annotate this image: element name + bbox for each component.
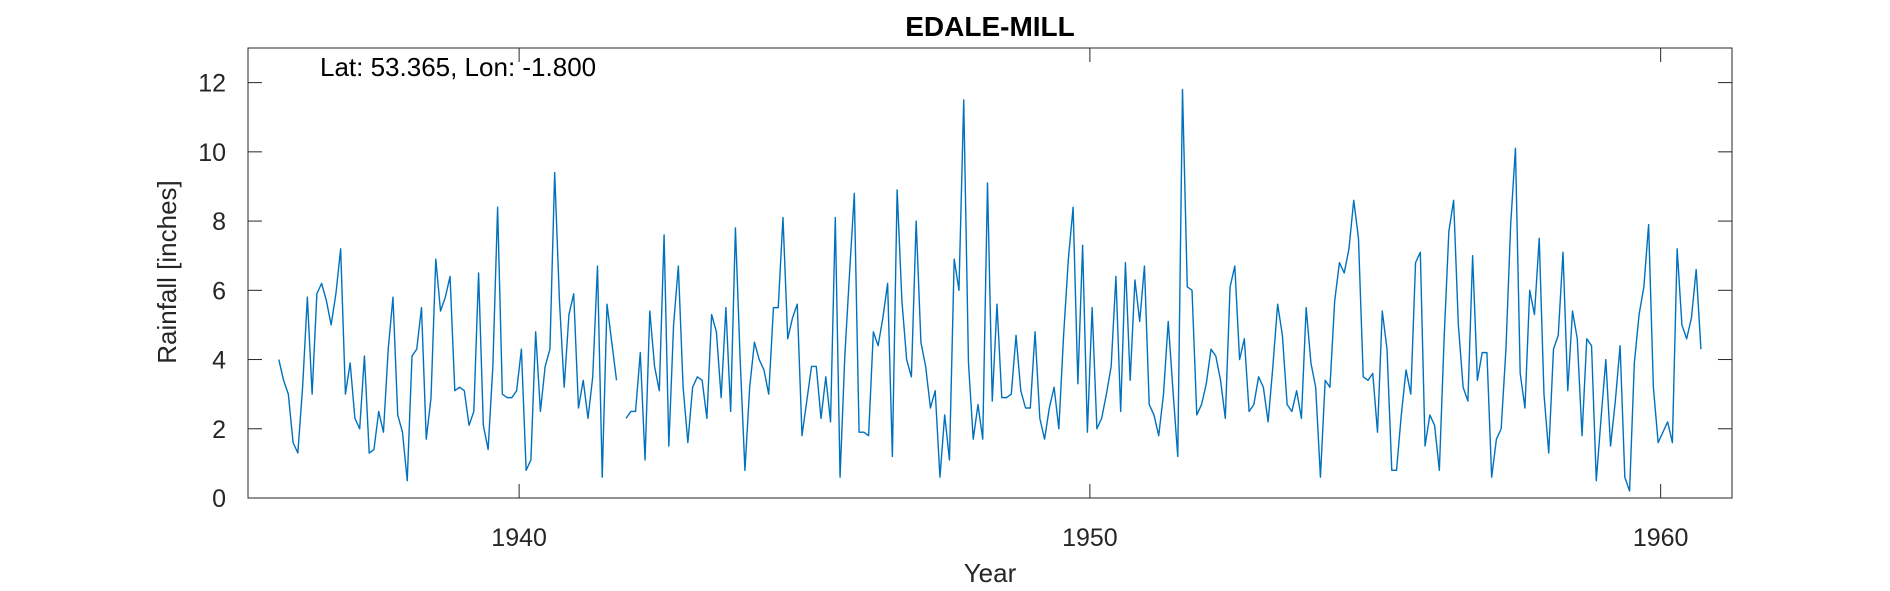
y-tick-label: 10: [198, 139, 226, 167]
axis-ticks: [248, 48, 1732, 499]
x-tick-label: 1950: [1062, 524, 1118, 552]
x-tick-label: 1960: [1633, 524, 1689, 552]
y-axis-label: Rainfall [inches]: [152, 180, 182, 364]
location-annotation: Lat: 53.365, Lon: -1.800: [320, 52, 596, 82]
y-tick-label: 4: [212, 347, 226, 375]
chart-title: EDALE-MILL: [905, 11, 1075, 42]
x-tick-label: 1940: [491, 524, 547, 552]
tick-labels: 0 2 4 6 8 10 12 1940 1950 1960: [198, 70, 1688, 552]
plot-frame: [247, 47, 1733, 499]
y-tick-label: 0: [212, 485, 226, 513]
series-line-1: [278, 88, 1702, 492]
y-tick-label: 2: [212, 416, 226, 444]
y-tick-label: 12: [198, 70, 226, 98]
y-tick-label: 6: [212, 277, 226, 305]
y-tick-label: 8: [212, 208, 226, 236]
x-axis-label: Year: [964, 558, 1017, 588]
series-layer: [278, 88, 1702, 492]
